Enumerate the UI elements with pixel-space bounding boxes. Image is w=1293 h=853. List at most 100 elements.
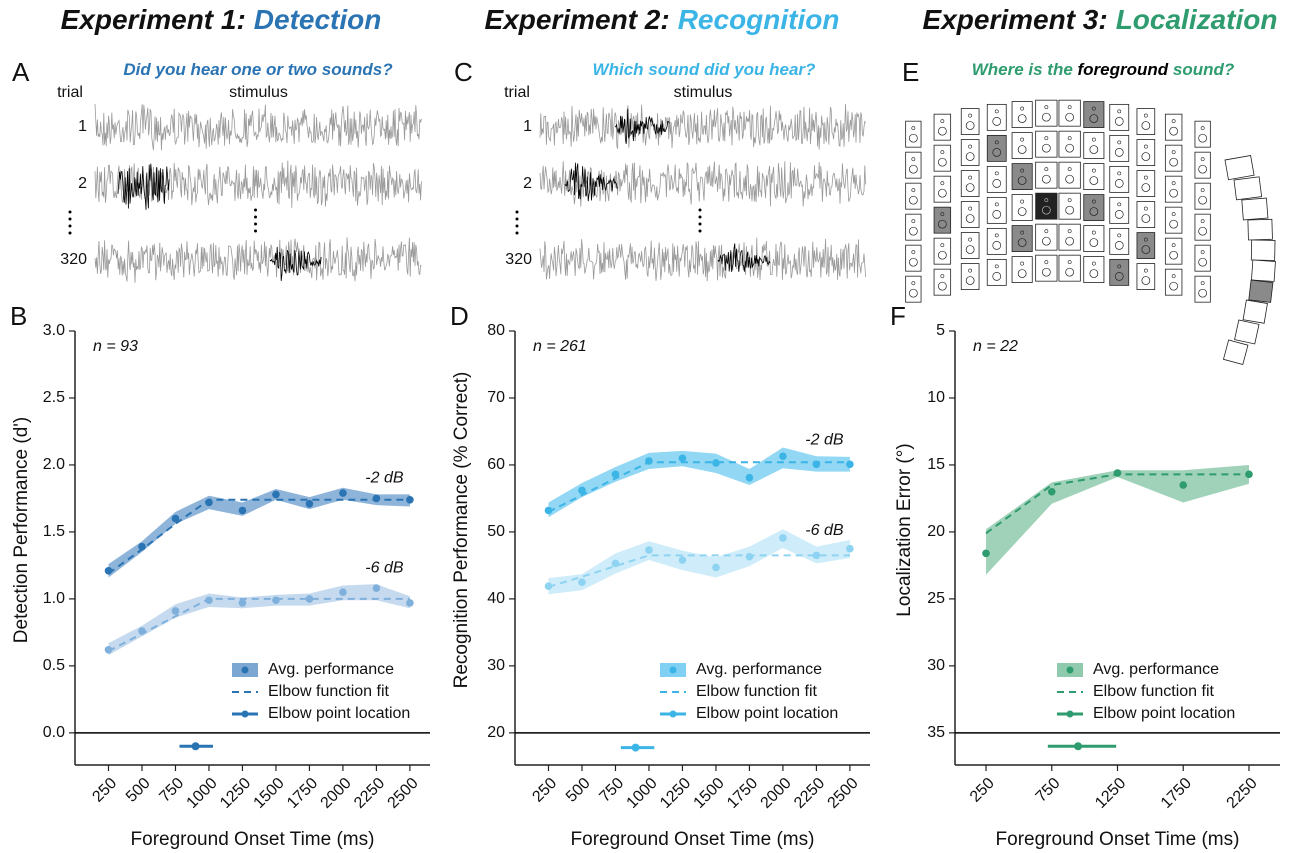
annotation: n = 261 [533,338,587,355]
speaker-cone [908,133,918,143]
waveform [539,237,866,282]
title-accent: Localization [1116,4,1278,35]
data-point [712,459,720,467]
speaker-cone [1065,174,1075,184]
speaker-tweeter [1067,198,1072,203]
ellipsis-dot [68,217,72,221]
speaker-tweeter [1143,237,1148,242]
speaker-cone [1169,157,1179,167]
panel-letter: A [12,57,30,87]
speaker-tweeter [1020,168,1025,173]
question: Which sound did you hear? [593,60,817,79]
x-tick-label: 1000 [624,775,661,812]
speaker-cone [1114,179,1124,188]
speaker-cone [1169,281,1179,291]
speaker-cone [1065,236,1075,246]
ellipsis-dot [254,208,257,212]
waveform [117,163,170,210]
data-point [745,552,754,561]
y-tick-label: 10 [927,389,945,406]
fit-line [548,554,850,588]
speaker-cone [937,219,947,229]
speaker-cone [1089,114,1099,123]
question-part: sound? [1168,60,1235,79]
speaker-cone [965,121,975,130]
legend-swatch-dot [669,710,677,718]
speaker-cone [992,210,1002,219]
speaker-tweeter [968,144,973,149]
speaker-tweeter [911,157,916,162]
question-part: foreground [1078,60,1169,79]
x-tick-label: 2250 [1224,775,1261,812]
condition-label: -2 dB [805,431,844,448]
data-point [305,595,314,603]
ellipsis-dot [254,215,257,219]
speaker [1248,279,1274,303]
x-tick-label: 1000 [184,775,221,812]
speaker-cone [1141,214,1151,223]
trial-header: trial [57,84,83,101]
speaker-cone [1141,183,1151,192]
speaker-cone [1114,272,1124,281]
x-tick-label: 2000 [318,775,355,812]
speaker-cone [937,126,947,136]
speaker-tweeter [1117,233,1122,238]
speaker-cone [937,250,947,260]
trial-header: trial [504,84,530,101]
question-part: Did you hear one or two sounds? [123,60,393,79]
speaker-cone [1041,205,1051,215]
speaker-tweeter [1067,136,1072,141]
data-point [678,556,687,564]
x-axis-label: Foreground Onset Time (ms) [571,829,815,850]
data-point [171,514,180,523]
title-text: Experiment 1: [61,4,246,35]
speaker-tweeter [1171,274,1176,279]
speaker-cone [1141,276,1151,285]
speaker-cone [1065,112,1075,122]
data-point [645,457,653,465]
speaker-cone [1169,219,1179,229]
speaker-tweeter [940,243,945,248]
data-point [1047,487,1056,496]
speaker-tweeter [1020,261,1025,266]
y-tick-label: 35 [927,724,945,741]
waveform [539,103,866,150]
waveform [269,246,322,281]
data-point [1245,470,1253,479]
data-point [745,473,754,482]
legend-swatch-dot [1066,710,1074,718]
x-tick-label: 750 [156,775,187,806]
trial-number: 1 [523,118,532,135]
x-tick-label: 2250 [351,775,388,812]
y-tick-label: 3.0 [43,322,65,339]
speaker-tweeter [1091,168,1096,173]
data-point [406,599,414,607]
ellipsis-dot [254,229,257,233]
waveform [94,160,422,208]
speaker-tweeter [1044,105,1049,110]
stimulus-header: stimulus [229,84,288,101]
legend-swatch-dot [669,666,677,674]
question-part: Where is the [972,60,1078,79]
speaker-tweeter [1143,144,1148,149]
panel-title: Experiment 1: Detection [61,4,382,35]
condition-label: -6 dB [805,522,844,539]
y-axis-label: Localization Error (°) [894,443,915,616]
speaker-tweeter [940,181,945,186]
x-tick-label: 250 [967,775,998,806]
confidence-band [986,464,1249,575]
speaker-cone [1198,164,1208,174]
speaker-tweeter [1020,230,1025,235]
title-text: Experiment 3: [923,4,1108,35]
x-tick-label: 1250 [217,775,254,812]
y-tick-label: 2.0 [43,456,65,473]
speaker-tweeter [911,188,916,193]
speaker-tweeter [1091,137,1096,142]
data-point [678,454,687,463]
speaker [1234,319,1260,345]
y-tick-label: 5 [936,322,945,339]
speaker-tweeter [994,140,999,145]
legend-swatch-dot [1066,666,1074,674]
y-tick-label: 50 [487,523,505,540]
